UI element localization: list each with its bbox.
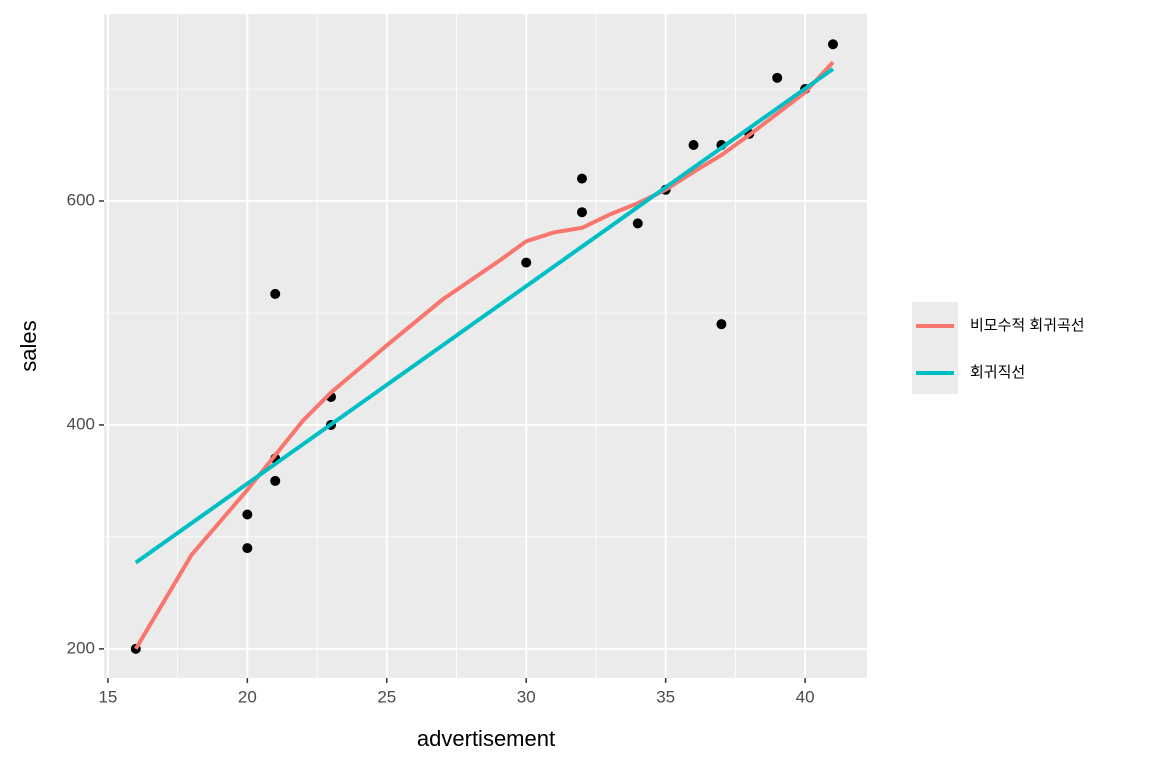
y-tick-label: 600 <box>67 190 95 209</box>
x-tick-label: 35 <box>656 687 675 706</box>
point <box>688 140 699 151</box>
point <box>242 543 253 554</box>
y-tick-label: 400 <box>67 414 95 433</box>
x-axis-title: advertisement <box>417 726 555 751</box>
point <box>521 257 532 268</box>
point <box>772 72 783 83</box>
x-tick-label: 15 <box>98 687 117 706</box>
point <box>270 475 281 486</box>
x-tick-label: 30 <box>517 687 536 706</box>
legend-keys-bg <box>912 302 958 394</box>
point <box>716 319 727 330</box>
legend-label: 비모수적 회귀곡선 <box>970 317 1085 334</box>
panel <box>104 14 867 678</box>
fit-line <box>134 67 835 565</box>
legend-label: 회귀직선 <box>970 364 1025 381</box>
x-tick-label: 40 <box>796 687 815 706</box>
point <box>242 509 253 520</box>
y-axis-title: sales <box>16 320 41 371</box>
x-tick-label: 25 <box>377 687 396 706</box>
point <box>827 39 838 50</box>
point <box>270 288 281 299</box>
x-tick-label: 20 <box>238 687 257 706</box>
y-tick-label: 200 <box>67 638 95 657</box>
fit-line <box>134 60 835 650</box>
point <box>632 218 643 229</box>
point <box>576 173 587 184</box>
point <box>576 207 587 218</box>
